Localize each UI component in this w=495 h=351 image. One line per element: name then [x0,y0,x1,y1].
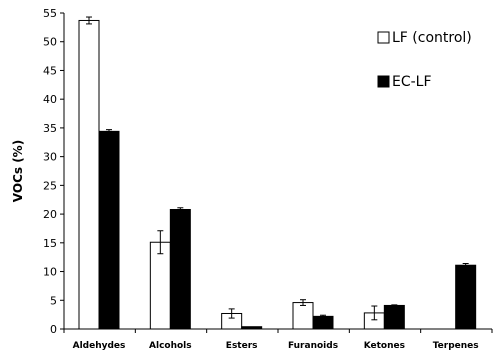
y-tick-label: 20 [43,208,57,221]
x-tick-label-aldehydes: Aldehydes [73,341,126,351]
bar-lf-control-aldehydes [78,19,100,330]
error-bar-ec-lf-alcohols [177,207,184,212]
bar-ec-lf-ketones [383,304,405,330]
y-tick-label: 5 [50,294,57,307]
y-tick-label: 30 [43,151,57,164]
error-bar-ec-lf-furanoids [320,314,326,319]
bar-ec-lf-terpenes [455,264,477,330]
x-tick-label-furanoids: Furanoids [288,341,338,351]
y-tick-label: 45 [43,64,57,77]
plot-area [78,16,477,330]
error-bar-lf-control-ketones [371,305,378,321]
y-tick-label: 10 [43,266,57,279]
y-tick-label: 40 [43,93,57,106]
error-bar-lf-control-furanoids [300,299,306,306]
bar-ec-lf-furanoids [312,315,334,330]
legend-item-lf-control: LF (control) [377,30,472,46]
y-tick-label: 55 [43,7,57,20]
legend-label: EC-LF [392,74,432,90]
x-tick-label-esters: Esters [226,341,258,351]
error-bar-ec-lf-ketones [391,304,398,307]
x-tick-label-ketones: Ketones [364,341,405,351]
y-tick-label: 35 [43,122,57,135]
legend: LF (control) EC-LF [377,30,472,90]
axes: 0 5 10 15 20 25 30 35 40 45 50 55 Aldehydes Alcohols E… [11,7,493,351]
x-tick-label-terpenes: Terpenes [433,341,479,351]
y-tick-label: 50 [43,36,57,49]
y-tick-label: 25 [43,179,57,192]
y-axis-title: VOCs (%) [11,140,25,202]
bar-lf-control-furanoids [292,302,314,330]
x-tick-label-alcohols: Alcohols [149,341,192,351]
legend-item-ec-lf: EC-LF [377,74,432,90]
bar-lf-control-alcohols [149,241,171,330]
error-bar-lf-control-esters [228,308,235,319]
legend-label: LF (control) [392,30,472,46]
bar-ec-lf-alcohols [169,208,191,330]
legend-swatch [377,31,390,44]
bar-ec-lf-aldehydes [98,130,120,330]
error-bar-lf-control-aldehydes [86,16,92,25]
error-bar-ec-lf-terpenes [462,263,469,268]
y-tick-label: 15 [43,237,57,250]
error-bar-lf-control-alcohols [157,230,164,255]
legend-swatch [377,75,390,88]
y-tick-label: 0 [50,323,57,336]
error-bar-ec-lf-aldehydes [106,129,112,134]
